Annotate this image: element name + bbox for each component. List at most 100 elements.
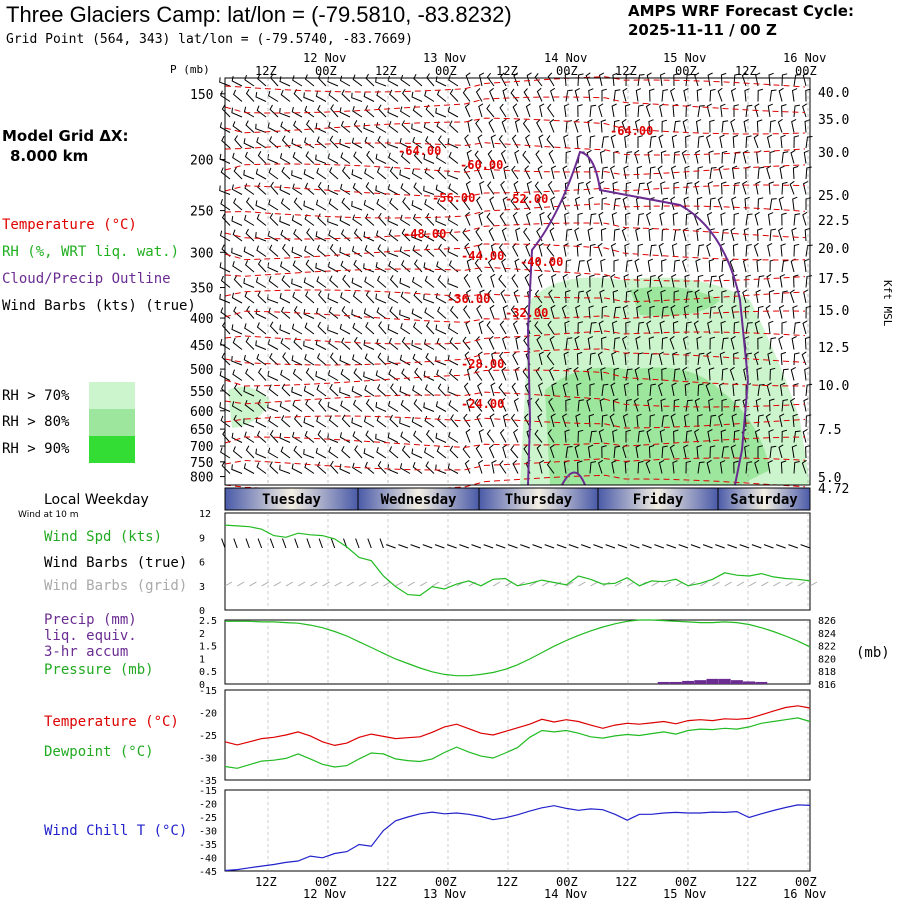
wind-barb — [328, 198, 339, 211]
wind-barb — [512, 211, 519, 226]
wind-barb — [622, 87, 628, 102]
wind-barb — [793, 352, 800, 366]
wind-barb — [648, 119, 654, 133]
wind-barb — [424, 199, 435, 211]
wind-barb — [465, 320, 471, 335]
wind-barb — [577, 212, 583, 226]
wind-barb — [577, 399, 585, 412]
wind-barb — [693, 320, 699, 335]
wind-barb — [268, 384, 279, 397]
wind-barb — [683, 413, 690, 428]
wind-barb — [291, 170, 303, 180]
wind-barb — [327, 261, 339, 273]
wind-barb — [525, 134, 531, 149]
wind-barb — [447, 463, 459, 474]
wind-barb — [757, 305, 764, 319]
wind-barb — [766, 273, 772, 288]
surface-wind-barb — [751, 544, 762, 549]
wind-barb — [220, 90, 231, 102]
wind-barb — [587, 119, 593, 133]
wind-barb — [731, 305, 737, 319]
surface-wind-barb — [495, 544, 506, 549]
wind-barb — [565, 337, 573, 350]
surface-wind-barb — [568, 544, 579, 549]
wind-barb — [793, 383, 799, 397]
wind-barb — [304, 182, 315, 195]
wind-barb — [694, 72, 700, 87]
wind-barb — [340, 400, 351, 412]
wind-barb — [304, 74, 315, 87]
temperature-contour — [224, 348, 806, 366]
wind-barb — [219, 77, 231, 87]
wind-barb — [376, 230, 387, 242]
wind-barb — [757, 336, 763, 350]
surface-wind-barb — [678, 544, 689, 549]
wind-barb — [793, 430, 801, 443]
wind-barb — [353, 228, 363, 242]
wind-barb — [634, 149, 640, 164]
wind-barb — [744, 88, 750, 102]
wind-barb — [315, 339, 327, 350]
wind-barb — [244, 291, 255, 304]
wind-barb — [753, 242, 759, 257]
wind-barb — [401, 88, 411, 102]
wind-barb — [501, 118, 507, 133]
wind-barb — [549, 444, 555, 459]
time-label-top: 00Z — [315, 64, 337, 78]
wind-barb — [587, 227, 593, 242]
wind-barb — [793, 74, 801, 87]
forecast-cycle: AMPS WRF Forecast Cycle: 2025-11-11 / 00… — [628, 2, 854, 40]
wind-barb — [401, 337, 411, 350]
wind-barb — [803, 398, 809, 412]
height-tick-label: 40.0 — [818, 86, 849, 101]
wind-barb — [709, 88, 716, 102]
wind-barb — [353, 336, 363, 350]
wind-barb — [709, 167, 717, 180]
wind-barb — [221, 352, 231, 366]
wind-barb — [219, 153, 231, 164]
wind-barb — [500, 397, 507, 412]
wind-barb — [474, 258, 483, 273]
wind-barb — [733, 182, 740, 195]
wind-barb — [564, 429, 570, 443]
wind-barb — [329, 275, 339, 288]
wind-barb — [329, 244, 339, 257]
wind-barb — [435, 432, 447, 443]
wind-barb — [268, 199, 279, 211]
wind-barb — [718, 273, 724, 288]
precip-bar — [694, 680, 707, 684]
wind-barb — [793, 461, 800, 474]
wind-barb — [673, 398, 680, 412]
wind-barb — [388, 446, 399, 459]
wind-barb — [769, 228, 776, 242]
wind-barb — [365, 213, 375, 226]
wind-barb — [780, 134, 786, 149]
wind-barb — [792, 413, 798, 428]
date-label-bottom: 14 Nov — [544, 887, 587, 900]
wind-barb — [233, 306, 243, 319]
temperature-label: -64.00 — [610, 124, 653, 138]
label-wind-chill: Wind Chill T (°C) — [44, 823, 188, 839]
wind-barb — [512, 243, 519, 257]
surface-wind-barb — [269, 538, 275, 549]
wind-barb — [257, 182, 267, 195]
wind-barb — [804, 336, 811, 350]
date-label-bottom: 12 Nov — [303, 887, 346, 900]
surface-wind-barb — [556, 544, 567, 549]
legend-rh90: RH > 90% — [2, 441, 70, 457]
surface-wind-barb — [330, 538, 336, 549]
wind-barb — [709, 275, 717, 288]
wind-barb — [411, 308, 423, 319]
surface-wind-barb — [221, 538, 226, 549]
wind-barb — [589, 166, 595, 180]
wind-barb — [305, 259, 315, 273]
wind-barb — [255, 92, 267, 102]
wind-barb — [281, 243, 291, 257]
wind-barb — [781, 290, 788, 304]
grid-wind-barb — [712, 581, 720, 587]
wind-barb — [412, 322, 423, 335]
time-label-top: 00Z — [675, 64, 697, 78]
wind-barb — [658, 459, 665, 474]
wind-barb — [502, 196, 508, 211]
wind-barb — [351, 417, 363, 428]
